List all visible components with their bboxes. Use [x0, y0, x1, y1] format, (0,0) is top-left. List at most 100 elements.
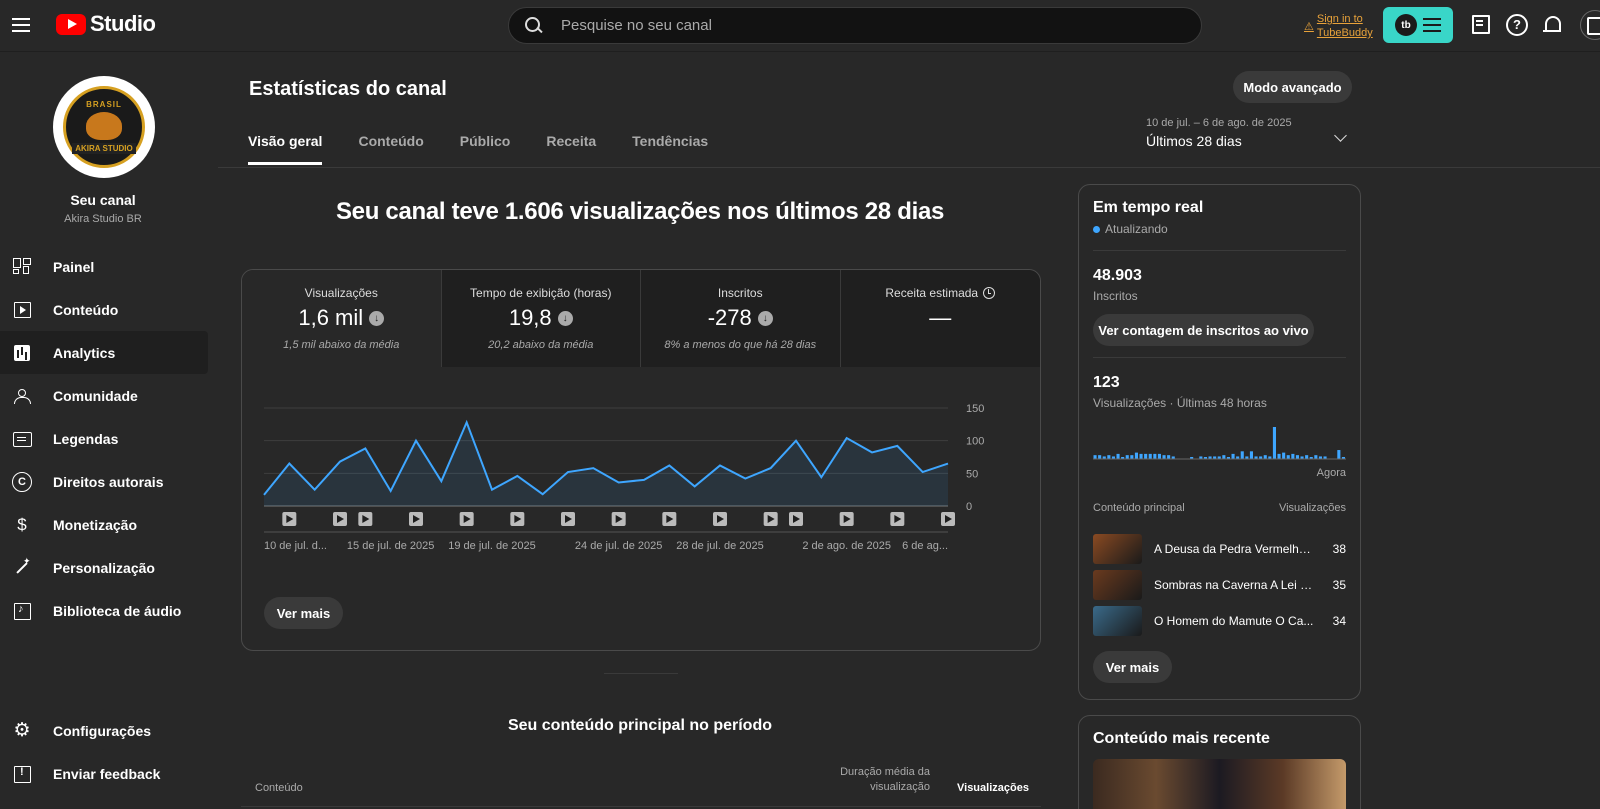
sidebar-item-legendas[interactable]: Legendas: [0, 417, 208, 460]
section-divider: [604, 673, 678, 674]
realtime-bar: [1245, 456, 1249, 459]
create-button[interactable]: [1580, 10, 1600, 40]
realtime-bar: [1134, 452, 1138, 459]
sidebar-item-label: Biblioteca de áudio: [53, 602, 182, 619]
settings-icon: ⚙: [13, 720, 31, 741]
feedback-icon[interactable]: [1470, 14, 1492, 36]
search-input[interactable]: [561, 17, 1161, 34]
realtime-bar: [1111, 456, 1115, 459]
metric-value: 1,6 mil: [298, 305, 364, 330]
search-icon[interactable]: [525, 16, 543, 35]
metric-subscribers[interactable]: Inscritos -278 ↓ 8% a menos do que há 28…: [641, 270, 841, 367]
realtime-bar: [1268, 456, 1272, 459]
realtime-bar: [1231, 453, 1235, 459]
tab-visao-geral[interactable]: Visão geral: [248, 133, 323, 165]
sidebar-item-analytics[interactable]: Analytics: [0, 331, 208, 374]
divider: [1093, 357, 1346, 358]
sidebar-item-label: Configurações: [53, 722, 152, 739]
help-icon[interactable]: ?: [1506, 14, 1528, 36]
play-icon: [793, 515, 800, 523]
realtime-bar: [1102, 456, 1106, 459]
video-thumbnail: [1093, 534, 1142, 564]
realtime-see-more-button[interactable]: Ver mais: [1093, 651, 1172, 683]
realtime-card: Em tempo real Atualizando 48.903 Inscrit…: [1078, 184, 1361, 700]
sidebar-item-comunidade[interactable]: Comunidade: [0, 374, 208, 417]
tab-publico[interactable]: Público: [459, 133, 511, 149]
youtube-play-icon: [56, 13, 86, 35]
realtime-bar: [1139, 453, 1143, 459]
subscribers-label: Inscritos: [1093, 289, 1138, 303]
realtime-bar: [1286, 455, 1290, 459]
realtime-bar: [1116, 453, 1120, 459]
sidebar-item-monetizacao[interactable]: $ Monetização: [0, 503, 208, 546]
realtime-bar: [1337, 450, 1341, 459]
sidebar-item-biblioteca-audio[interactable]: Biblioteca de áudio: [0, 589, 208, 632]
metric-value: -278: [707, 305, 752, 330]
overview-card: Visualizações 1,6 mil ↓ 1,5 mil abaixo d…: [241, 269, 1041, 651]
y-tick-label: 150: [966, 403, 984, 415]
realtime-bar: [1121, 457, 1125, 459]
column-header-avg-duration[interactable]: Duração média da visualização: [840, 766, 930, 793]
tubebuddy-button[interactable]: tb: [1383, 7, 1453, 43]
realtime-bar-chart: [1093, 427, 1346, 460]
realtime-views-count: 123: [1093, 374, 1120, 391]
studio-logo[interactable]: Studio: [56, 11, 156, 36]
tab-receita[interactable]: Receita: [546, 133, 597, 149]
realtime-content-item[interactable]: Sombras na Caverna A Lei d... 35: [1093, 569, 1346, 601]
sidebar-item-label: Conteúdo: [53, 301, 119, 318]
realtime-bar: [1318, 456, 1322, 459]
realtime-content-item[interactable]: A Deusa da Pedra Vermelha ... 38: [1093, 533, 1346, 565]
advanced-mode-button[interactable]: Modo avançado: [1233, 71, 1352, 103]
realtime-bar: [1203, 457, 1207, 459]
sidebar-item-direitos-autorais[interactable]: C Direitos autorais: [0, 460, 208, 503]
see-more-button[interactable]: Ver mais: [264, 597, 343, 629]
metric-revenue[interactable]: Receita estimada —: [840, 270, 1040, 367]
latest-video-thumbnail[interactable]: [1093, 759, 1346, 809]
metric-label: Receita estimada: [885, 286, 979, 300]
tab-conteudo[interactable]: Conteúdo: [358, 133, 424, 149]
x-tick-label: 10 de jul. d...: [264, 540, 327, 552]
play-icon: [565, 515, 572, 523]
play-icon: [337, 515, 344, 523]
realtime-bar: [1291, 453, 1295, 459]
metric-tabs: Visualizações 1,6 mil ↓ 1,5 mil abaixo d…: [242, 270, 1040, 367]
metric-views[interactable]: Visualizações 1,6 mil ↓ 1,5 mil abaixo d…: [242, 270, 442, 367]
date-range-picker[interactable]: 10 de jul. – 6 de ago. de 2025 Últimos 2…: [1146, 117, 1351, 149]
overview-headline: Seu canal teve 1.606 visualizações nos ú…: [335, 198, 945, 225]
x-tick-label: 2 de ago. de 2025: [802, 540, 891, 552]
tab-tendencias[interactable]: Tendências: [632, 133, 709, 149]
now-label: Agora: [1316, 467, 1346, 479]
column-header-content[interactable]: Conteúdo: [255, 782, 303, 794]
metric-watch-time[interactable]: Tempo de exibição (horas) 19,8 ↓ 20,2 ab…: [441, 270, 641, 367]
sidebar-item-conteudo[interactable]: Conteúdo: [0, 288, 208, 331]
play-icon: [463, 515, 471, 523]
play-icon: [945, 515, 952, 523]
realtime-bar: [1144, 453, 1148, 459]
menu-icon[interactable]: [12, 14, 32, 36]
sidebar-bottom-nav: ⚙ Configurações Enviar feedback: [0, 709, 208, 795]
realtime-bar: [1222, 455, 1226, 459]
video-title: Sombras na Caverna A Lei d...: [1154, 578, 1316, 592]
channel-name: Akira Studio BR: [64, 213, 142, 225]
sidebar-item-painel[interactable]: Painel: [0, 245, 208, 288]
sidebar-item-configuracoes[interactable]: ⚙ Configurações: [0, 709, 208, 752]
play-icon: [843, 515, 851, 523]
realtime-bar: [1190, 457, 1194, 459]
metric-value-row: -278 ↓: [641, 305, 840, 331]
customization-icon: [12, 556, 32, 578]
channel-avatar[interactable]: BRASIL AKIRA STUDIO: [53, 76, 155, 178]
live-subscriber-count-button[interactable]: Ver contagem de inscritos ao vivo: [1093, 314, 1314, 346]
realtime-bar: [1240, 451, 1244, 459]
sidebar-item-personalizacao[interactable]: Personalização: [0, 546, 208, 589]
column-header-views[interactable]: Visualizações: [957, 782, 1029, 794]
realtime-content-item[interactable]: O Homem do Mamute O Ca... 34: [1093, 605, 1346, 637]
avatar-bottom-text: AKIRA STUDIO: [72, 143, 136, 154]
sidebar-item-enviar-feedback[interactable]: Enviar feedback: [0, 752, 208, 795]
tubebuddy-signin-link[interactable]: ⚠ Sign in to TubeBuddy: [1304, 12, 1376, 40]
clock-icon: [983, 287, 996, 299]
sidebar-item-label: Legendas: [53, 430, 119, 447]
dashboard-icon: [12, 257, 32, 277]
date-range-label: Últimos 28 dias: [1146, 133, 1242, 149]
notifications-bell-icon[interactable]: [1542, 14, 1564, 36]
x-tick-label: 19 de jul. de 2025: [448, 540, 535, 552]
